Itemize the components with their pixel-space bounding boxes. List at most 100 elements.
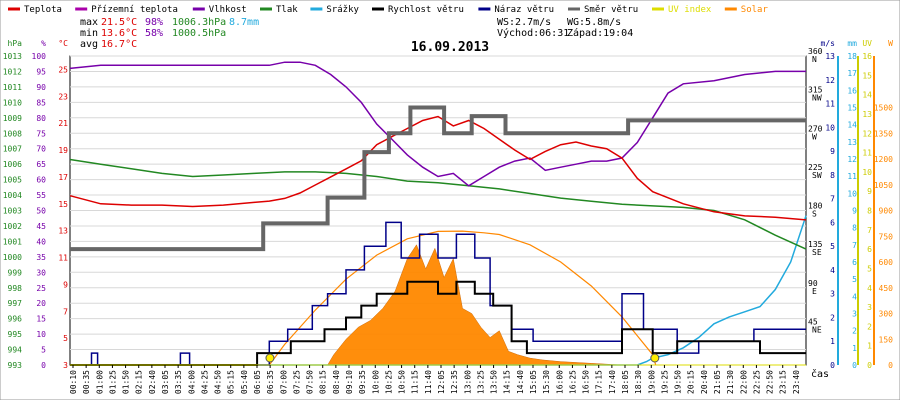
x-tick-label: 09:35 xyxy=(358,370,367,394)
x-tick-label: 23:40 xyxy=(792,370,801,394)
degc-axis-tick-label: 19 xyxy=(58,146,68,155)
x-tick-label: 16:25 xyxy=(568,370,577,394)
hpa-axis-tick-label: 993 xyxy=(8,361,23,370)
solar-area xyxy=(70,244,806,366)
uv-axis-tick-label: 16 xyxy=(862,52,872,61)
uv-axis-tick-label: 11 xyxy=(862,149,872,158)
stat-max-rain: 8.7mm xyxy=(229,17,259,28)
w-axis-tick-label: 900 xyxy=(879,207,894,216)
ms-axis-tick-label: 2 xyxy=(830,313,835,322)
ms-axis-tick-label: 8 xyxy=(830,171,835,180)
pct-axis-tick-label: 40 xyxy=(36,237,46,246)
x-tick-label: 12:05 xyxy=(437,370,446,394)
ms-axis-unit: m/s xyxy=(821,39,836,48)
stat-min-temp: 13.6°C xyxy=(101,28,137,39)
legend-label: Tlak xyxy=(276,5,298,15)
hpa-axis-tick-label: 1001 xyxy=(3,237,22,246)
w-axis-tick-label: 1200 xyxy=(874,155,893,164)
pct-axis-tick-label: 100 xyxy=(32,52,47,61)
ms-axis-tick-label: 7 xyxy=(830,195,835,204)
stats-block: max 21.5°C 98% 1006.3hPa 8.7mm min 13.6°… xyxy=(80,17,633,50)
ms-axis-tick-label: 11 xyxy=(825,100,835,109)
uv-axis-tick-label: 8 xyxy=(867,207,872,216)
pct-axis-tick-label: 70 xyxy=(36,145,46,154)
ms-axis-tick-label: 5 xyxy=(830,242,835,251)
uv-axis-tick-label: 15 xyxy=(862,71,872,80)
x-tick-label: 13:25 xyxy=(476,370,485,394)
legend-label: Přízemní teplota xyxy=(91,5,178,15)
stat-max-press: 1006.3hPa xyxy=(172,17,226,28)
mm-axis-tick-label: 15 xyxy=(847,104,857,113)
dir-tick-label: NE xyxy=(812,325,822,334)
hpa-axis-tick-label: 1000 xyxy=(3,253,22,262)
stat-min-hum: 58% xyxy=(145,28,163,39)
w-axis-tick-label: 600 xyxy=(879,258,894,267)
legend-label: Vlhkost xyxy=(209,5,247,15)
x-tick-label: 11:15 xyxy=(411,370,420,394)
legend-label: Solar xyxy=(741,5,769,15)
x-tick-label: 10:50 xyxy=(398,370,407,394)
hpa-axis-tick-label: 1002 xyxy=(3,222,22,231)
hpa-axis-tick-label: 1004 xyxy=(3,191,22,200)
uv-axis-tick-label: 2 xyxy=(867,322,872,331)
solar-series xyxy=(70,244,806,366)
solar-max-line xyxy=(268,230,657,366)
legend-label: Náraz větru xyxy=(494,5,554,15)
mm-axis-tick-label: 18 xyxy=(847,52,857,61)
hpa-axis-tick-label: 1010 xyxy=(3,98,22,107)
uv-axis-tick-label: 12 xyxy=(862,129,872,138)
legend-label: Teplota xyxy=(24,5,62,15)
sunset-marker xyxy=(650,353,660,363)
x-tick-label: 00:35 xyxy=(82,370,91,394)
dir-tick-value: 135 xyxy=(808,240,823,249)
x-tick-label: 04:00 xyxy=(187,370,196,394)
w-axis-tick-label: 1350 xyxy=(874,129,893,138)
uv-axis-tick-label: 9 xyxy=(867,187,872,196)
dir-tick-label: S xyxy=(812,210,817,219)
x-tick-label: 23:15 xyxy=(779,370,788,394)
mm-axis-tick-label: 5 xyxy=(852,275,857,284)
degc-axis-unit: °C xyxy=(58,39,68,48)
degc-axis-tick-label: 15 xyxy=(58,200,68,209)
dir-tick-value: 180 xyxy=(808,202,823,211)
x-tick-label: 02:15 xyxy=(135,370,144,394)
uv-axis-tick-label: 14 xyxy=(862,91,872,100)
dir-tick-value: 225 xyxy=(808,163,823,172)
w-axis-unit: W xyxy=(888,39,893,48)
pct-axis-tick-label: 45 xyxy=(36,222,46,231)
x-tick-label: 20:40 xyxy=(700,370,709,394)
ms-axis-tick-label: 10 xyxy=(825,123,835,132)
x-tick-label: 03:05 xyxy=(161,370,170,394)
degc-axis-tick-label: 9 xyxy=(63,280,68,289)
w-axis-tick-label: 0 xyxy=(888,361,893,370)
x-tick-label: 19:25 xyxy=(660,370,669,394)
stat-avg-label: avg xyxy=(80,39,98,50)
dir-tick-value: 45 xyxy=(808,317,818,326)
pct-axis-unit: % xyxy=(41,39,46,48)
degc-axis-tick-label: 7 xyxy=(63,307,68,316)
hpa-axis-tick-label: 994 xyxy=(8,346,23,355)
mm-axis-tick-label: 13 xyxy=(847,138,857,147)
pct-axis-tick-label: 15 xyxy=(36,315,46,324)
stat-sunset: Západ:19:04 xyxy=(567,27,633,39)
x-tick-label: 10:25 xyxy=(384,370,393,394)
w-axis-tick-label: 450 xyxy=(879,284,894,293)
x-tick-label: 22:00 xyxy=(739,370,748,394)
x-tick-label: 12:35 xyxy=(450,370,459,394)
mm-axis-tick-label: 9 xyxy=(852,207,857,216)
hpa-axis-tick-label: 996 xyxy=(8,315,23,324)
x-tick-label: 01:00 xyxy=(95,370,104,394)
mm-axis-tick-label: 12 xyxy=(847,155,857,164)
pct-axis-tick-label: 75 xyxy=(36,129,46,138)
x-tick-label: 01:25 xyxy=(108,370,117,394)
stat-min-press: 1000.5hPa xyxy=(172,28,226,39)
mm-axis-unit: mm xyxy=(847,39,857,48)
x-tick-label: 05:15 xyxy=(227,370,236,394)
hpa-axis-tick-label: 1007 xyxy=(3,145,22,154)
x-tick-label: 15:05 xyxy=(529,370,538,394)
axes: 00:10 00:35 01:00 01:25 01:50 02:15 02:40 03:05… xyxy=(3,39,893,394)
x-axis-label: čas xyxy=(811,368,829,380)
hpa-axis-tick-label: 1011 xyxy=(3,83,22,92)
stat-ws: WS:2.7m/s xyxy=(497,17,551,28)
